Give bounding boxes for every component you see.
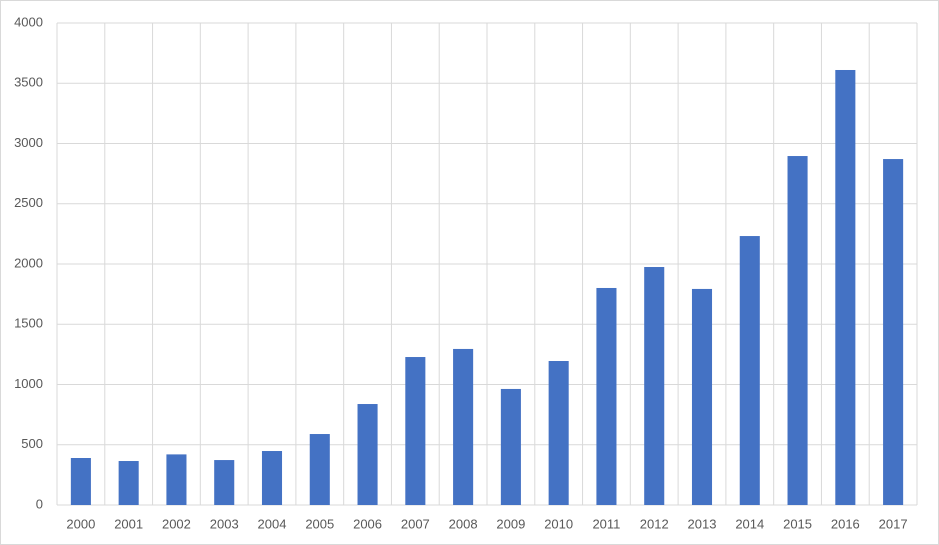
x-tick-label: 2013 (688, 516, 717, 531)
y-tick-label: 2500 (14, 195, 43, 210)
bar (309, 434, 330, 505)
bar (357, 404, 378, 505)
x-tick-label: 2007 (401, 516, 430, 531)
x-tick-label: 2015 (783, 516, 812, 531)
bar (691, 288, 713, 505)
y-tick-label: 1000 (14, 376, 43, 391)
x-tick-label: 2014 (735, 516, 764, 531)
x-tick-label: 2017 (879, 516, 908, 531)
bar (596, 287, 617, 505)
x-tick-label: 2009 (496, 516, 525, 531)
y-tick-label: 3000 (14, 135, 43, 150)
y-tick-label: 2000 (14, 255, 43, 270)
x-tick-label: 2008 (449, 516, 478, 531)
x-tick-label: 2005 (305, 516, 334, 531)
bar (548, 361, 569, 505)
bar (453, 348, 474, 505)
bar (214, 460, 235, 505)
bar (405, 357, 426, 505)
y-tick-label: 1500 (14, 316, 43, 331)
y-tick-label: 4000 (14, 14, 43, 29)
bar (70, 458, 91, 505)
bar (787, 156, 808, 506)
x-tick-label: 2001 (114, 516, 143, 531)
y-tick-label: 500 (21, 436, 43, 451)
x-tick-label: 2002 (162, 516, 191, 531)
y-tick-label: 3500 (14, 75, 43, 90)
x-tick-label: 2003 (210, 516, 239, 531)
x-tick-label: 2006 (353, 516, 382, 531)
x-tick-label: 2011 (592, 516, 620, 531)
bar (739, 236, 760, 505)
x-tick-label: 2004 (258, 516, 287, 531)
bar (644, 267, 665, 505)
bar (500, 388, 521, 505)
y-tick-label: 0 (36, 496, 43, 511)
x-tick-label: 2012 (640, 516, 669, 531)
bar (118, 461, 139, 505)
x-tick-label: 2010 (544, 516, 573, 531)
bar (835, 69, 856, 506)
bar (261, 451, 283, 505)
bar (883, 159, 904, 505)
x-tick-label: 2000 (66, 516, 95, 531)
bar (166, 454, 187, 505)
x-tick-label: 2016 (831, 516, 860, 531)
